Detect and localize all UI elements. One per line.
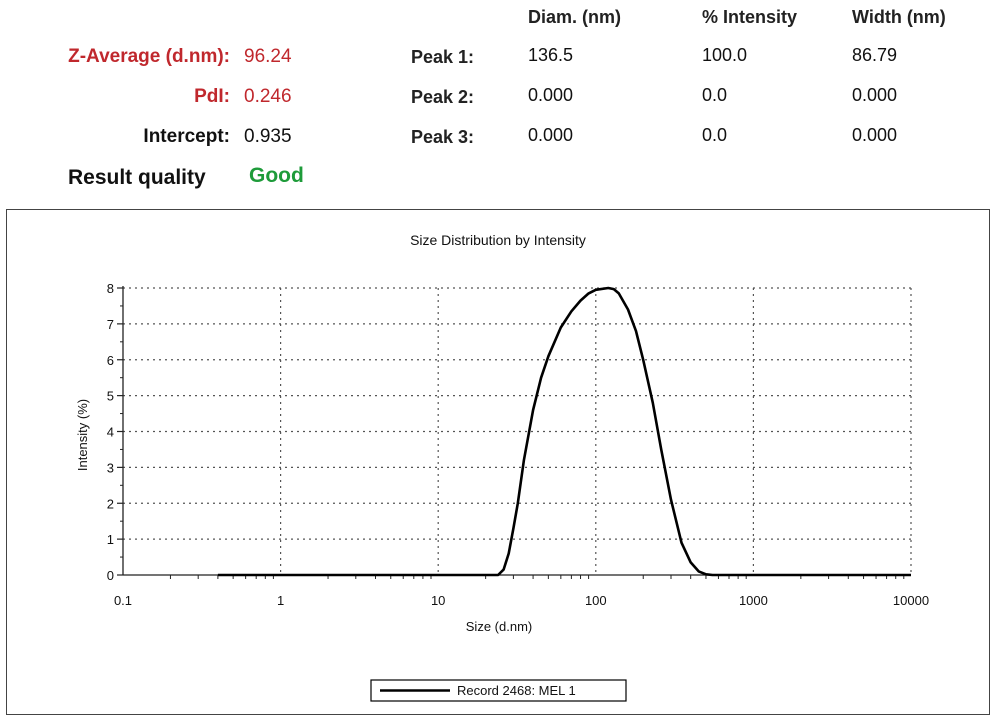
result-quality-label: Result quality bbox=[68, 166, 206, 189]
peak-2-diameter: 0.000 bbox=[528, 85, 574, 105]
peak-3-label: Peak 3: bbox=[411, 127, 475, 147]
peak-3-width: 0.000 bbox=[852, 125, 898, 145]
y-tick-label: 0 bbox=[107, 568, 114, 583]
peak-1-intensity: 100.0 bbox=[702, 45, 748, 65]
size-distribution-chart: Size Distribution by Intensity Size (d.n… bbox=[75, 232, 929, 702]
peak-2-intensity: 0.0 bbox=[702, 85, 728, 105]
peak-1-width: 86.79 bbox=[852, 45, 898, 65]
x-tick-label: 1000 bbox=[739, 593, 768, 608]
chart-panel: Size Distribution by Intensity Size (d.n… bbox=[6, 209, 990, 715]
x-tick-label: 100 bbox=[585, 593, 607, 608]
y-tick-label: 6 bbox=[107, 353, 114, 368]
intercept-value: 0.935 bbox=[244, 126, 292, 147]
header-intensity: % Intensity bbox=[702, 7, 798, 27]
header-width: Width (nm) bbox=[852, 7, 946, 27]
result-quality-value: Good bbox=[249, 164, 304, 187]
peak-1-label: Peak 1: bbox=[411, 47, 475, 67]
y-tick-label: 5 bbox=[107, 389, 114, 404]
intercept-label: Intercept: bbox=[143, 126, 230, 147]
peak-2-width: 0.000 bbox=[852, 85, 898, 105]
x-tick-label: 1 bbox=[277, 593, 284, 608]
pdi-value: 0.246 bbox=[244, 86, 292, 107]
peak-3-diameter: 0.000 bbox=[528, 125, 574, 145]
series-line bbox=[217, 286, 911, 577]
x-tick-label: 10 bbox=[431, 593, 445, 608]
x-axis-label: Size (d.nm) bbox=[466, 619, 532, 634]
chart-title: Size Distribution by Intensity bbox=[410, 232, 586, 248]
pdi-label: PdI: bbox=[194, 86, 230, 107]
y-tick-label: 1 bbox=[107, 532, 114, 547]
peak-2-label: Peak 2: bbox=[411, 87, 475, 107]
header-diameter: Diam. (nm) bbox=[528, 7, 622, 27]
y-tick-label: 2 bbox=[107, 496, 114, 511]
x-tick-label: 0.1 bbox=[114, 593, 132, 608]
legend: Record 2468: MEL 1 bbox=[370, 679, 627, 702]
z-average-label: Z-Average (d.nm): bbox=[68, 46, 230, 67]
peak-1-diameter: 136.5 bbox=[528, 45, 574, 65]
legend-box bbox=[370, 679, 627, 702]
x-tick-label: 10000 bbox=[893, 593, 929, 608]
y-tick-label: 7 bbox=[107, 317, 114, 332]
y-tick-label: 3 bbox=[107, 460, 114, 475]
legend-series-label: Record 2468: MEL 1 bbox=[457, 683, 576, 698]
z-average-value: 96.24 bbox=[244, 46, 292, 67]
peak-3-intensity: 0.0 bbox=[702, 125, 728, 145]
y-tick-label: 8 bbox=[107, 281, 114, 296]
y-tick-label: 4 bbox=[107, 425, 114, 440]
y-axis-label: Intensity (%) bbox=[75, 399, 90, 471]
